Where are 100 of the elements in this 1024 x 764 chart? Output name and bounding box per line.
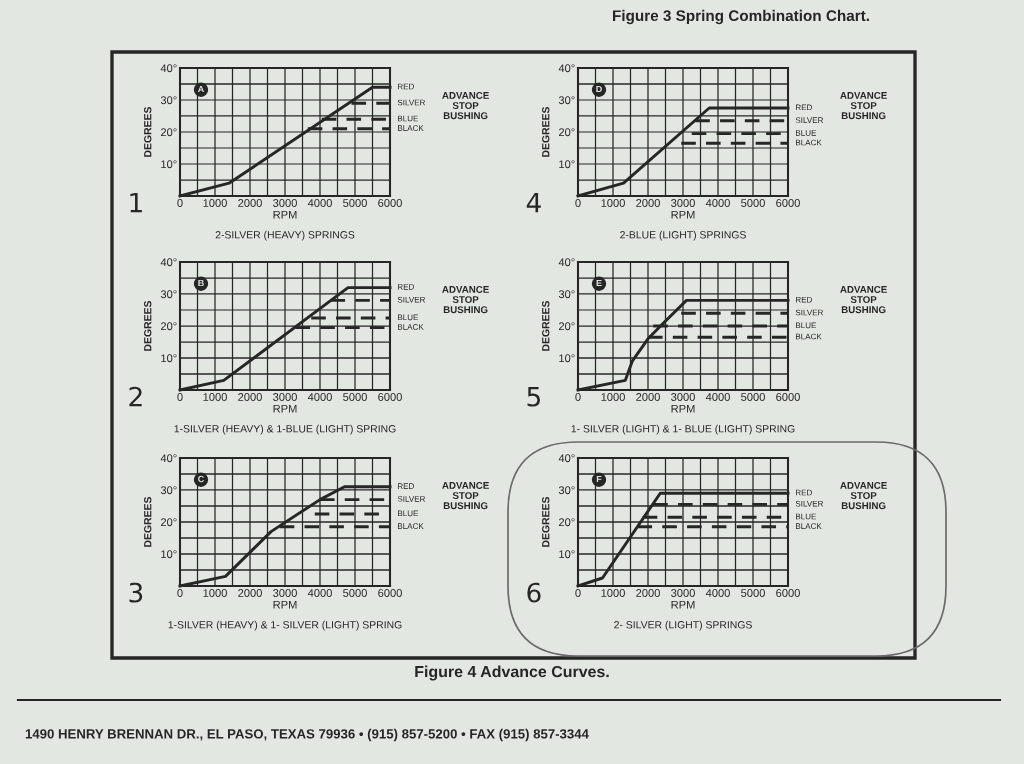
x-tick-label: 2000 [636,589,660,597]
text: ADVANCE STOP BUSHING [442,92,489,120]
text: D [596,85,602,93]
y-tick-label: 30° [558,290,575,299]
series-label: RED [796,104,812,111]
x-tick-label: 5000 [741,589,765,597]
y-tick-label: 10° [161,550,177,559]
series-label: BLACK [398,125,424,131]
x-tick-label: 4000 [705,199,730,207]
series-label: SILVER [795,500,824,507]
y-tick-label: 30° [558,96,575,105]
x-tick-label: 3000 [273,199,297,207]
x-tick-label: 2000 [636,199,660,207]
y-tick-label: 10° [559,550,575,559]
y-tick-label: 30° [160,486,177,495]
x-tick-label: 6000 [378,589,402,597]
series-label: BLACK [796,523,822,529]
text: 6 [527,582,541,603]
x-tick-label: 0 [177,589,183,597]
x-tick-label: 0 [575,393,581,401]
x-axis-title: RPM [671,210,695,219]
text: ADVANCE STOP BUSHING [442,482,489,510]
series-label: BLACK [796,333,822,340]
y-tick-label: 40° [160,258,177,267]
text: 2- SILVER (LIGHT) SPRINGS [614,620,752,631]
x-tick-label: 0 [575,589,581,597]
x-axis-title: RPM [273,600,297,609]
text: 1-SILVER (HEAVY) & 1- SILVER (LIGHT) SPRING [168,620,402,631]
x-tick-label: 2000 [636,393,660,401]
y-axis-title: DEGREES [542,106,550,157]
text: 2-SILVER (HEAVY) SPRINGS [215,230,355,241]
y-tick-label: 20° [160,518,177,527]
text: C [198,475,205,483]
y-tick-label: 20° [558,128,575,137]
text: 1 [130,193,142,213]
x-tick-label: 4000 [705,393,730,401]
x-tick-label: 2000 [238,199,262,207]
text: ADVANCE STOP BUSHING [840,92,887,120]
y-tick-label: 40° [558,454,575,463]
y-tick-label: 10° [161,354,177,363]
text: 3 [129,582,143,603]
text: A [197,85,205,93]
series-label: BLUE [796,322,817,329]
x-tick-label: 0 [575,199,581,207]
x-tick-label: 1000 [601,199,625,207]
series-label: RED [398,483,414,489]
x-tick-label: 2000 [238,589,262,597]
series-label: RED [796,489,812,496]
x-tick-label: 0 [177,393,183,401]
x-tick-label: 6000 [378,393,402,401]
x-tick-label: 4000 [307,589,332,597]
series-label: RED [398,83,414,90]
x-axis-title: RPM [671,600,695,609]
series-label: BLACK [796,139,822,146]
text: 1490 HENRY BRENNAN DR., EL PASO, TEXAS 79936 • (915) 857-5200 • FAX (915) 857-3344 [25,728,589,742]
series-label: RED [796,296,812,303]
y-axis-title: DEGREES [144,496,152,547]
y-tick-label: 20° [160,322,177,331]
x-axis-title: RPM [273,404,297,413]
y-tick-label: 30° [160,290,177,299]
x-tick-label: 4000 [705,589,730,597]
x-tick-label: 2000 [238,393,262,401]
x-tick-label: 5000 [343,589,367,597]
x-tick-label: 6000 [776,393,800,401]
text: E [596,279,602,287]
y-tick-label: 10° [559,354,575,363]
text: 1- SILVER (LIGHT) & 1- BLUE (LIGHT) SPRING [571,424,795,435]
text: ADVANCE STOP BUSHING [840,482,887,510]
x-tick-label: 5000 [741,393,765,401]
x-tick-label: 3000 [273,393,297,401]
x-tick-label: 1000 [601,589,625,597]
y-tick-label: 30° [160,96,177,105]
series-label: BLUE [398,314,419,321]
y-axis-title: DEGREES [542,496,550,547]
text: 5 [527,387,540,407]
y-tick-label: 20° [558,518,575,527]
y-tick-label: 30° [558,486,575,495]
text: F [596,475,602,483]
series-label: SILVER [397,99,426,106]
series-label: BLACK [398,523,424,529]
x-tick-label: 1000 [203,393,227,401]
x-tick-label: 0 [177,199,183,207]
series-label: BLUE [398,115,419,122]
text: 2 [129,386,142,407]
x-tick-label: 1000 [203,199,227,207]
x-tick-label: 4000 [307,393,332,401]
x-axis-title: RPM [273,210,297,219]
y-tick-label: 20° [160,128,177,137]
caption: Figure 4 Advance Curves. [415,665,609,681]
series-label: SILVER [397,296,426,303]
y-tick-label: 40° [558,258,575,267]
text: 2-BLUE (LIGHT) SPRINGS [620,230,746,241]
y-axis-title: DEGREES [542,300,550,351]
text: ADVANCE STOP BUSHING [442,286,489,314]
text: B [198,279,204,287]
y-tick-label: 10° [161,160,177,169]
text: 4 [526,193,541,213]
x-tick-label: 6000 [776,589,800,597]
x-tick-label: 3000 [671,393,695,401]
y-tick-label: 40° [160,454,177,463]
